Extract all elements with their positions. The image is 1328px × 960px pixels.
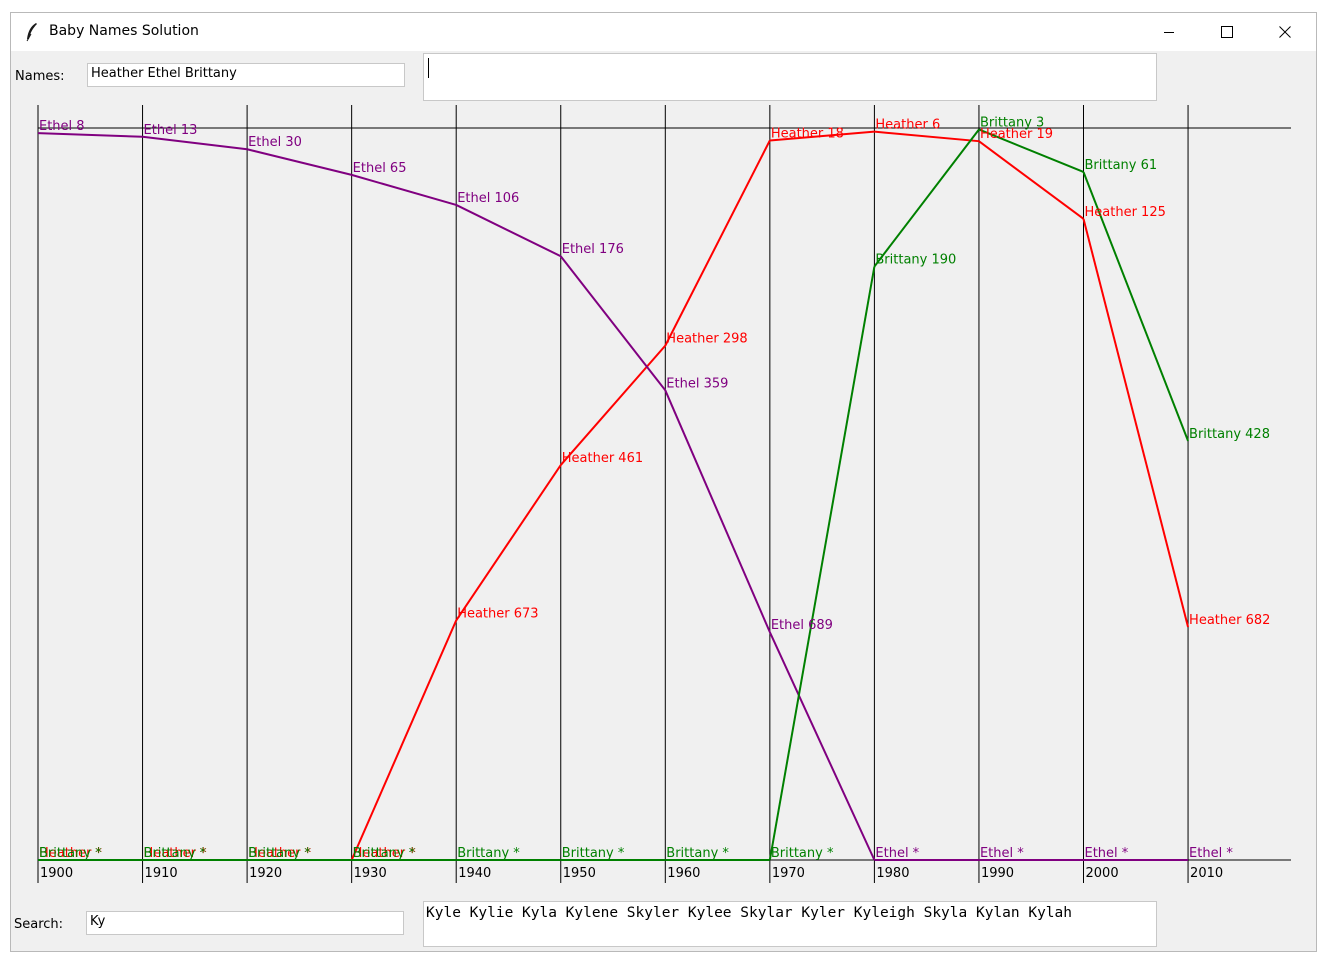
- heather-point-label: Heather *: [248, 846, 312, 861]
- brittany-point-label: Brittany 61: [1085, 158, 1158, 173]
- heather-line-segment: [1082, 218, 1190, 628]
- ethel-point-label: Ethel *: [980, 846, 1024, 861]
- ethel-line-segment: [351, 173, 457, 206]
- close-icon: [1279, 26, 1291, 38]
- heather-point-label: Heather *: [353, 846, 417, 861]
- brittany-line-segment: [1082, 171, 1189, 442]
- brittany-point-label: Brittany *: [457, 846, 520, 861]
- title-bar: Baby Names Solution: [11, 13, 1316, 51]
- ethel-line-segment: [37, 132, 143, 138]
- brittany-point-label: Brittany *: [353, 846, 416, 861]
- minimize-icon: [1164, 32, 1174, 33]
- ethel-point-label: Ethel 106: [457, 191, 519, 206]
- heather-line-segment: [455, 464, 562, 621]
- ethel-line-segment: [142, 135, 248, 151]
- brittany-point-label: Brittany *: [771, 846, 834, 861]
- names-output-textbox[interactable]: [423, 53, 1157, 101]
- maximize-icon: [1221, 26, 1233, 38]
- decade-tick-label: 1980: [876, 866, 909, 881]
- brittany-point-label: Brittany 428: [1189, 427, 1270, 442]
- names-label: Names:: [15, 69, 65, 84]
- heather-line-segment: [559, 344, 667, 466]
- ethel-point-label: Ethel *: [1085, 846, 1129, 861]
- decade-tick-label: 1970: [772, 866, 805, 881]
- heather-point-label: Heather 673: [457, 606, 538, 621]
- rank-chart: 1900 1910 1920 1930 1940 1950 1960 1970 1980 1990…: [37, 105, 1291, 883]
- brittany-point-label: Brittany *: [248, 846, 311, 861]
- decade-tick-label: 1930: [354, 866, 387, 881]
- decade-tick-label: 1950: [563, 866, 596, 881]
- brittany-point-label: Brittany 3: [980, 115, 1044, 130]
- heather-point-label: Heather 19: [980, 127, 1053, 142]
- heather-point-label: Heather 6: [875, 118, 940, 133]
- heather-point-label: Heather 18: [771, 126, 844, 141]
- ethel-line-segment: [246, 148, 352, 176]
- window-title: Baby Names Solution: [49, 23, 199, 39]
- heather-line-segment: [874, 130, 980, 143]
- brittany-point-label: Brittany 190: [875, 252, 956, 267]
- brittany-line-segment: [873, 128, 980, 268]
- search-label: Search:: [14, 917, 64, 932]
- search-entry[interactable]: Ky: [86, 911, 404, 935]
- brittany-point-label: Brittany *: [39, 846, 102, 861]
- app-window: Baby Names Solution Names: Heather Ethel…: [10, 12, 1317, 952]
- names-entry[interactable]: Heather Ethel Brittany: [87, 63, 405, 87]
- ethel-point-label: Ethel 13: [144, 123, 198, 138]
- ethel-point-label: Ethel *: [1189, 846, 1233, 861]
- decade-tick-label: 2010: [1190, 866, 1223, 881]
- ethel-line-segment: [559, 255, 667, 391]
- text-cursor: [428, 58, 429, 78]
- minimize-button[interactable]: [1140, 13, 1198, 51]
- heather-line-segment: [664, 140, 771, 347]
- close-button[interactable]: [1256, 13, 1314, 51]
- ethel-point-label: Ethel 359: [666, 376, 728, 391]
- ethel-point-label: Ethel 689: [771, 618, 833, 633]
- decade-tick-label: 1960: [667, 866, 700, 881]
- ethel-point-label: Ethel 176: [562, 242, 624, 257]
- brittany-line-segment: [768, 266, 876, 861]
- decade-tick-label: 1900: [40, 866, 73, 881]
- heather-line-segment: [978, 140, 1085, 220]
- heather-point-label: Heather 298: [666, 332, 747, 347]
- decade-tick-label: 2000: [1086, 866, 1119, 881]
- ethel-point-label: Ethel 30: [248, 135, 302, 150]
- heather-point-label: Heather 461: [562, 451, 643, 466]
- ethel-point-label: Ethel 8: [39, 119, 85, 134]
- feather-icon: [26, 23, 37, 42]
- decade-tick-label: 1910: [145, 866, 178, 881]
- ethel-line-segment: [664, 389, 771, 633]
- heather-line-segment: [769, 130, 875, 142]
- decade-tick-label: 1940: [458, 866, 491, 881]
- brittany-point-label: Brittany *: [144, 846, 207, 861]
- heather-point-label: Heather *: [39, 846, 103, 861]
- brittany-point-label: Brittany *: [666, 846, 729, 861]
- ethel-point-label: Ethel 65: [353, 161, 407, 176]
- brittany-point-label: Brittany *: [562, 846, 625, 861]
- search-results-textbox[interactable]: Kyle Kylie Kyla Kylene Skyler Kylee Skyl…: [423, 901, 1157, 947]
- heather-line-segment: [350, 619, 458, 861]
- heather-point-label: Heather 682: [1189, 613, 1270, 628]
- brittany-line-segment: [978, 128, 1084, 173]
- ethel-line-segment: [455, 204, 562, 258]
- heather-point-label: Heather *: [144, 846, 208, 861]
- ethel-point-label: Ethel *: [875, 846, 919, 861]
- decade-tick-label: 1920: [249, 866, 282, 881]
- maximize-button[interactable]: [1198, 13, 1256, 51]
- decade-tick-label: 1990: [981, 866, 1014, 881]
- ethel-line-segment: [768, 631, 876, 861]
- heather-point-label: Heather 125: [1085, 205, 1166, 220]
